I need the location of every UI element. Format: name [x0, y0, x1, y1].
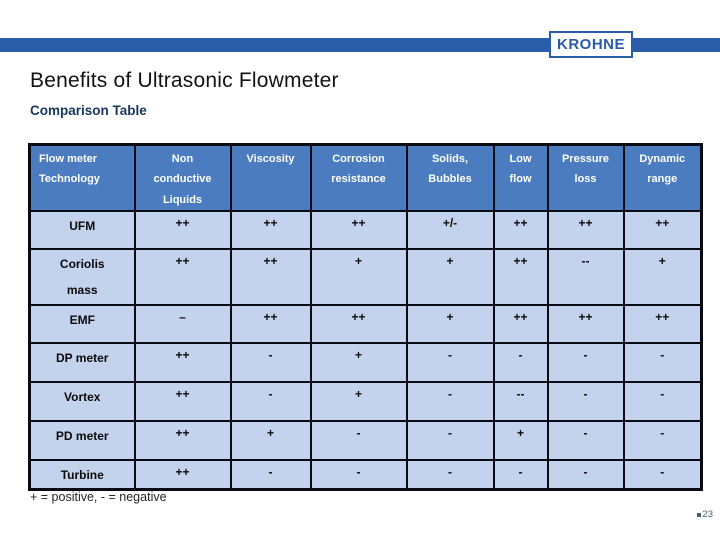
column-header-solids-bubbles: Solids, Bubbles [405, 143, 495, 213]
krohne-logo: KROHNE [548, 31, 633, 58]
table-header-row: Flow meter Technology Non conductive Liq… [28, 143, 703, 213]
table-cell: + [405, 303, 495, 344]
table-cell: - [405, 458, 495, 491]
table-cell: ++ [133, 341, 232, 383]
column-header-corrosion-resistance: Corrosion resistance [309, 143, 408, 213]
table-cell: - [229, 341, 312, 383]
table-cell: ++ [492, 248, 549, 306]
table-cell: + [405, 248, 495, 306]
table-cell: ++ [229, 210, 312, 251]
table-cell: - [546, 458, 625, 491]
table-cell: ++ [546, 303, 625, 344]
table-cell: -- [492, 380, 549, 422]
column-header-dynamic-range: Dynamic range [622, 143, 703, 213]
table-cell: -- [546, 248, 625, 306]
page-subtitle: Comparison Table [30, 103, 147, 118]
table-cell: + [622, 248, 703, 306]
table-cell: - [405, 380, 495, 422]
table-cell: ++ [133, 380, 232, 422]
table-cell: ++ [133, 419, 232, 461]
table-cell: + [309, 341, 408, 383]
table-cell: ++ [309, 303, 408, 344]
table-row-pd-meter: PD meter ++ + - - + - - [28, 419, 703, 461]
row-label-coriolis-mass: Coriolis mass [28, 248, 136, 306]
table-cell: – [133, 303, 232, 344]
row-label-emf: EMF [28, 303, 136, 344]
table-cell: ++ [229, 303, 312, 344]
krohne-logo-text: KROHNE [556, 36, 625, 53]
table-cell: + [229, 419, 312, 461]
table-cell: ++ [622, 210, 703, 251]
table-cell: - [546, 380, 625, 422]
table-cell: ++ [133, 458, 232, 491]
table-cell: - [546, 419, 625, 461]
table-row-dp-meter: DP meter ++ - + - - - - [28, 341, 703, 383]
table-cell: +/- [405, 210, 495, 251]
row-label-turbine: Turbine [28, 458, 136, 491]
column-header-viscosity: Viscosity [229, 143, 312, 213]
row-label-vortex: Vortex [28, 380, 136, 422]
row-label-dp-meter: DP meter [28, 341, 136, 383]
table-cell: - [492, 341, 549, 383]
table-cell: - [622, 341, 703, 383]
table-row-coriolis-mass: Coriolis mass ++ ++ + + ++ -- + [28, 248, 703, 306]
legend-note: + = positive, - = negative [30, 490, 167, 504]
table-cell: ++ [133, 210, 232, 251]
table-cell: + [492, 419, 549, 461]
table-cell: - [622, 458, 703, 491]
table-cell: ++ [133, 248, 232, 306]
table-cell: - [622, 419, 703, 461]
row-label-ufm: UFM [28, 210, 136, 251]
slide-number-text: 23 [702, 509, 713, 520]
table-row-turbine: Turbine ++ - - - - - - [28, 458, 703, 491]
column-header-flowmeter-technology: Flow meter Technology [28, 143, 136, 213]
table-cell: - [546, 341, 625, 383]
table-cell: ++ [229, 248, 312, 306]
row-label-pd-meter: PD meter [28, 419, 136, 461]
table-cell: - [492, 458, 549, 491]
table-cell: ++ [309, 210, 408, 251]
comparison-table: Flow meter Technology Non conductive Liq… [28, 143, 703, 492]
table-cell: - [405, 341, 495, 383]
slide-number: 23 [697, 509, 713, 520]
table-row-emf: EMF – ++ ++ + ++ ++ ++ [28, 303, 703, 344]
header-bar [0, 38, 720, 52]
table-cell: ++ [492, 210, 549, 251]
table-cell: - [309, 458, 408, 491]
table-row-ufm: UFM ++ ++ ++ +/- ++ ++ ++ [28, 210, 703, 251]
table-cell: - [622, 380, 703, 422]
table-cell: ++ [492, 303, 549, 344]
column-header-non-conductive-liquids: Non conductive Liquids [133, 143, 232, 213]
column-header-low-flow: Low flow [492, 143, 549, 213]
table-cell: ++ [546, 210, 625, 251]
bullet-icon [697, 512, 702, 517]
page-title: Benefits of Ultrasonic Flowmeter [30, 69, 339, 92]
table-cell: + [309, 380, 408, 422]
table-cell: ++ [622, 303, 703, 344]
column-header-pressure-loss: Pressure loss [546, 143, 625, 213]
table-cell: - [229, 380, 312, 422]
table-cell: + [309, 248, 408, 306]
table-cell: - [405, 419, 495, 461]
table-row-vortex: Vortex ++ - + - -- - - [28, 380, 703, 422]
table-cell: - [229, 458, 312, 491]
table-cell: - [309, 419, 408, 461]
